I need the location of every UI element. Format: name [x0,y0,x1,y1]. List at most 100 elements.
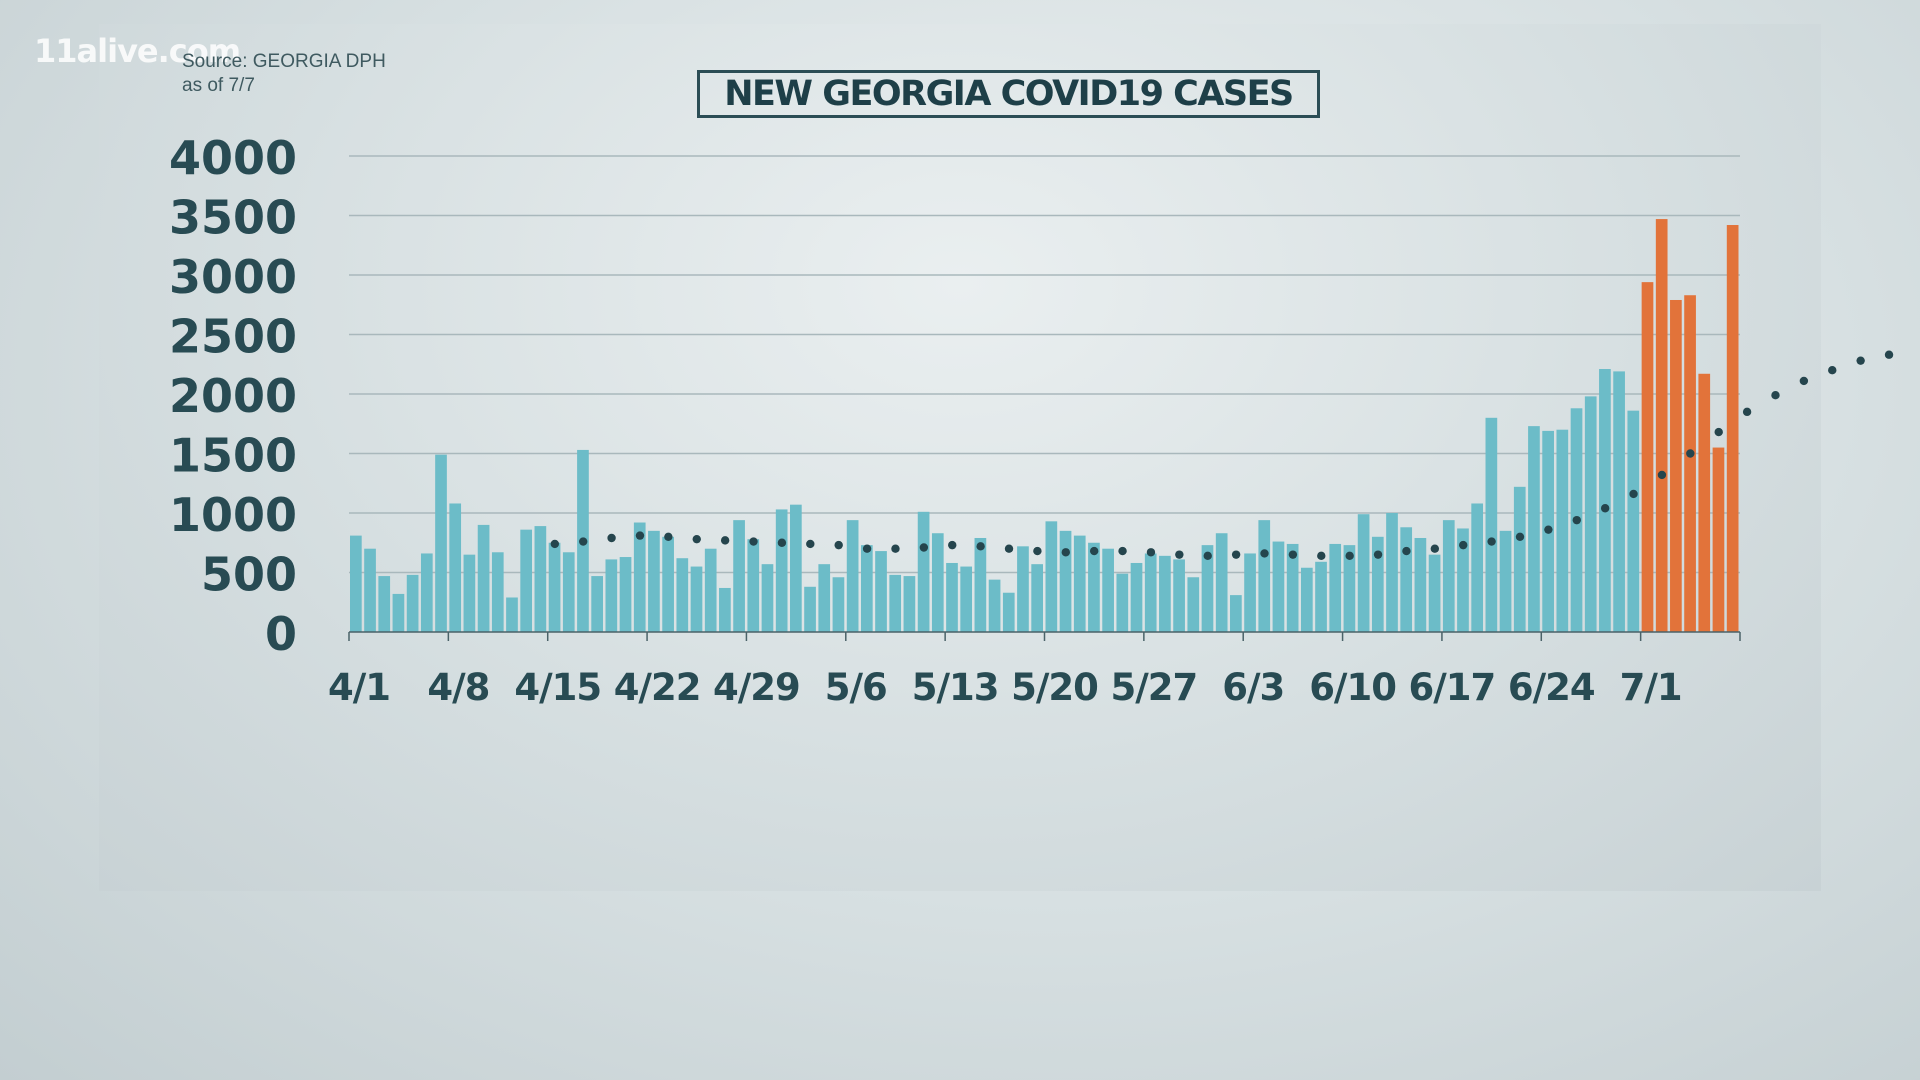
bar [917,511,930,632]
bar [1329,543,1342,632]
bar [1400,527,1413,632]
trend-dot [1714,427,1723,437]
bar [1556,429,1569,632]
source-note: Source: GEORGIA DPH as of 7/7 [182,50,386,98]
bar [491,552,504,632]
bar [350,535,362,632]
bar [860,545,873,632]
trend-dot [1600,504,1610,513]
bar [1286,543,1299,632]
y-tick-label: 1500 [169,429,297,483]
trend-dot [1089,546,1099,556]
bar [832,577,845,632]
bar [1457,528,1469,632]
bar [1513,486,1526,632]
bar [1002,592,1015,632]
trend-dot [1572,515,1581,525]
bar [562,552,575,632]
x-tick-label: 5/27 [1110,666,1197,709]
y-tick-label: 2000 [169,369,297,423]
trend-dot [1175,550,1184,559]
bar [378,576,391,632]
y-tick-label: 3500 [169,191,297,245]
trend-dot [976,542,985,551]
x-tick-label: 4/22 [614,666,701,709]
x-tick-label: 6/10 [1309,666,1396,709]
chart-title-box: NEW GEORGIA COVID19 CASES [697,70,1320,118]
bar [889,574,902,632]
bar [1102,548,1114,632]
bar [1627,410,1640,632]
trend-dot [948,540,957,550]
bar [846,520,859,632]
bar [1144,553,1157,632]
bar [1258,520,1271,632]
y-tick-label: 2500 [169,310,297,364]
trend-dot [550,539,560,549]
bar [1059,530,1072,632]
bar [1215,533,1228,632]
x-tick-label: 5/6 [825,666,887,709]
trend-dot [692,534,701,544]
bar [1088,542,1100,632]
bar [1159,555,1171,632]
bar-recent [1698,373,1711,632]
x-tick-label: 6/3 [1222,666,1284,709]
bar [988,579,1001,632]
trend-dot [1345,551,1354,561]
trend-dot [1430,544,1440,553]
trend-dot [1771,390,1780,400]
bar [548,542,561,632]
trend-dot [1146,548,1156,557]
x-tick-label: 4/15 [514,666,601,709]
bar [1017,546,1029,632]
y-tick-label: 1000 [169,488,297,542]
bar-recent [1670,299,1682,632]
bar [477,524,490,632]
x-tick-label: 6/24 [1508,666,1595,709]
bar [1031,564,1043,632]
trend-dot [1657,470,1667,480]
trend-dot [862,544,872,553]
trend-dot [1884,350,1894,359]
bar [1386,513,1398,632]
bar [1073,535,1086,632]
trend-dot [1686,449,1695,458]
trend-dot [777,538,787,547]
bar [662,536,674,632]
bar [1428,554,1441,632]
x-tick-label: 7/1 [1620,666,1682,709]
bar [392,593,405,632]
bar [747,539,760,632]
bar [1244,553,1256,632]
bar [605,559,618,632]
y-tick-label: 4000 [169,131,297,185]
trend-dot [919,543,929,552]
bar [1116,573,1129,632]
bar [1599,369,1611,632]
bar [1357,514,1370,632]
bar [1499,530,1512,632]
bar [974,537,987,632]
as-of-line: as of 7/7 [182,75,255,96]
bar [534,526,547,632]
trend-dot [891,544,900,553]
bar [804,586,816,632]
bar [946,562,958,632]
chart-title: NEW GEORGIA COVID19 CASES [724,74,1294,114]
trend-dot [806,539,815,549]
y-tick-label: 3000 [169,250,297,304]
trend-dot [1317,551,1326,561]
trend-dot [1459,540,1468,550]
bar [1613,371,1625,632]
bar-recent [1641,282,1654,632]
bar [1045,521,1058,632]
bar [633,522,646,632]
bar [775,509,788,632]
trend-dot [1061,548,1070,557]
bar [1442,520,1455,632]
bar [1371,536,1384,632]
bar [1300,567,1313,632]
bar [506,597,518,632]
bar [1130,562,1143,632]
